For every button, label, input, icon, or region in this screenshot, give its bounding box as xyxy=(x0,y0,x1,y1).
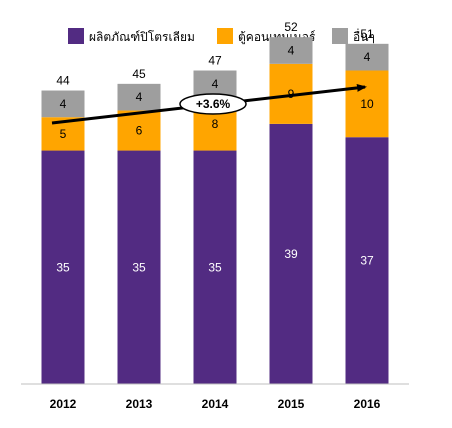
segment-value-label: 9 xyxy=(288,87,295,101)
bar-segment xyxy=(117,150,161,384)
trend-annotation: +3.6% xyxy=(51,83,367,125)
bar-segment xyxy=(41,150,85,384)
legend-swatch xyxy=(217,28,233,44)
segment-value-label: 4 xyxy=(212,77,219,91)
segment-value-label: 6 xyxy=(136,124,143,138)
x-axis-ticks: 2012 2013 2014 2015 2016 xyxy=(50,397,381,411)
legend-label: อื่นๆ xyxy=(353,28,375,44)
trend-bubble xyxy=(179,93,247,115)
bar-segment xyxy=(193,150,237,384)
legend-swatch xyxy=(68,28,84,44)
x-tick-label: 2015 xyxy=(278,397,305,411)
segment-value-label: 8 xyxy=(212,117,219,131)
segment-value-label: 39 xyxy=(284,247,298,261)
x-tick-label: 2014 xyxy=(202,397,229,411)
x-tick-label: 2012 xyxy=(50,397,77,411)
segment-value-label: 4 xyxy=(288,44,295,58)
trend-label: +3.6% xyxy=(196,97,231,111)
bar-segment xyxy=(269,123,313,385)
x-tick-label: 2013 xyxy=(126,397,153,411)
bar-segment xyxy=(117,110,161,151)
bar-segment xyxy=(345,137,389,384)
segment-value-label: 4 xyxy=(364,50,371,64)
segment-value-label: 35 xyxy=(56,260,70,274)
x-tick-label: 2016 xyxy=(354,397,381,411)
segment-value-label: 4 xyxy=(136,90,143,104)
legend-label: ผลิตภัณฑ์ปิโตรเลียม xyxy=(89,30,195,44)
legend: ผลิตภัณฑ์ปิโตรเลียม ตู้คอนเทนเนอร์ อื่นๆ xyxy=(68,28,375,45)
legend-swatch xyxy=(332,28,348,44)
segment-value-label: 5 xyxy=(60,127,67,141)
bar-segment xyxy=(345,70,389,138)
segment-value-label: 37 xyxy=(360,254,374,268)
total-value-label: 52 xyxy=(284,20,298,34)
total-value-label: 47 xyxy=(208,54,222,68)
total-value-label: 44 xyxy=(56,74,70,88)
segment-value-label: 4 xyxy=(60,97,67,111)
bar-segment xyxy=(269,37,313,64)
total-value-label: 45 xyxy=(132,67,146,81)
segment-value-label: 10 xyxy=(360,97,374,111)
segment-value-label: 35 xyxy=(132,260,146,274)
bar-segment xyxy=(117,83,161,111)
bar-segment xyxy=(193,70,237,98)
segment-value-label: 35 xyxy=(208,260,222,274)
bar-segment xyxy=(41,90,85,118)
bar-segment xyxy=(345,43,389,71)
total-value-label: 51 xyxy=(360,27,374,41)
